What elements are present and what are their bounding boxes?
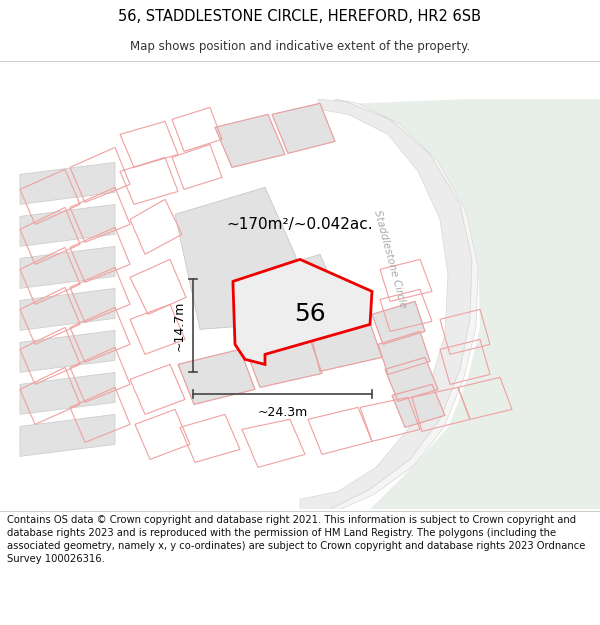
Polygon shape [20, 372, 115, 414]
Polygon shape [175, 188, 310, 329]
Polygon shape [378, 331, 430, 374]
Text: Staddlestone Circle: Staddlestone Circle [372, 209, 408, 309]
Polygon shape [385, 357, 438, 401]
Polygon shape [20, 288, 115, 331]
Polygon shape [270, 254, 340, 314]
Text: ~14.7m: ~14.7m [173, 301, 186, 351]
Polygon shape [392, 384, 445, 428]
Polygon shape [245, 333, 322, 388]
Polygon shape [358, 99, 600, 509]
Polygon shape [272, 103, 335, 153]
Polygon shape [178, 349, 255, 404]
Polygon shape [300, 99, 472, 509]
Polygon shape [20, 204, 115, 246]
Text: 56, STADDLESTONE CIRCLE, HEREFORD, HR2 6SB: 56, STADDLESTONE CIRCLE, HEREFORD, HR2 6… [119, 9, 482, 24]
Polygon shape [20, 331, 115, 372]
Polygon shape [330, 99, 478, 509]
Text: ~170m²/~0.042ac.: ~170m²/~0.042ac. [227, 217, 373, 232]
Polygon shape [310, 318, 382, 371]
Text: 56: 56 [294, 302, 326, 326]
Polygon shape [233, 259, 372, 364]
Polygon shape [20, 246, 115, 288]
Text: ~24.3m: ~24.3m [257, 406, 308, 419]
Polygon shape [20, 162, 115, 204]
Polygon shape [215, 114, 285, 168]
Polygon shape [372, 301, 425, 344]
Text: Contains OS data © Crown copyright and database right 2021. This information is : Contains OS data © Crown copyright and d… [7, 515, 586, 564]
Text: Map shows position and indicative extent of the property.: Map shows position and indicative extent… [130, 40, 470, 52]
Polygon shape [20, 414, 115, 456]
